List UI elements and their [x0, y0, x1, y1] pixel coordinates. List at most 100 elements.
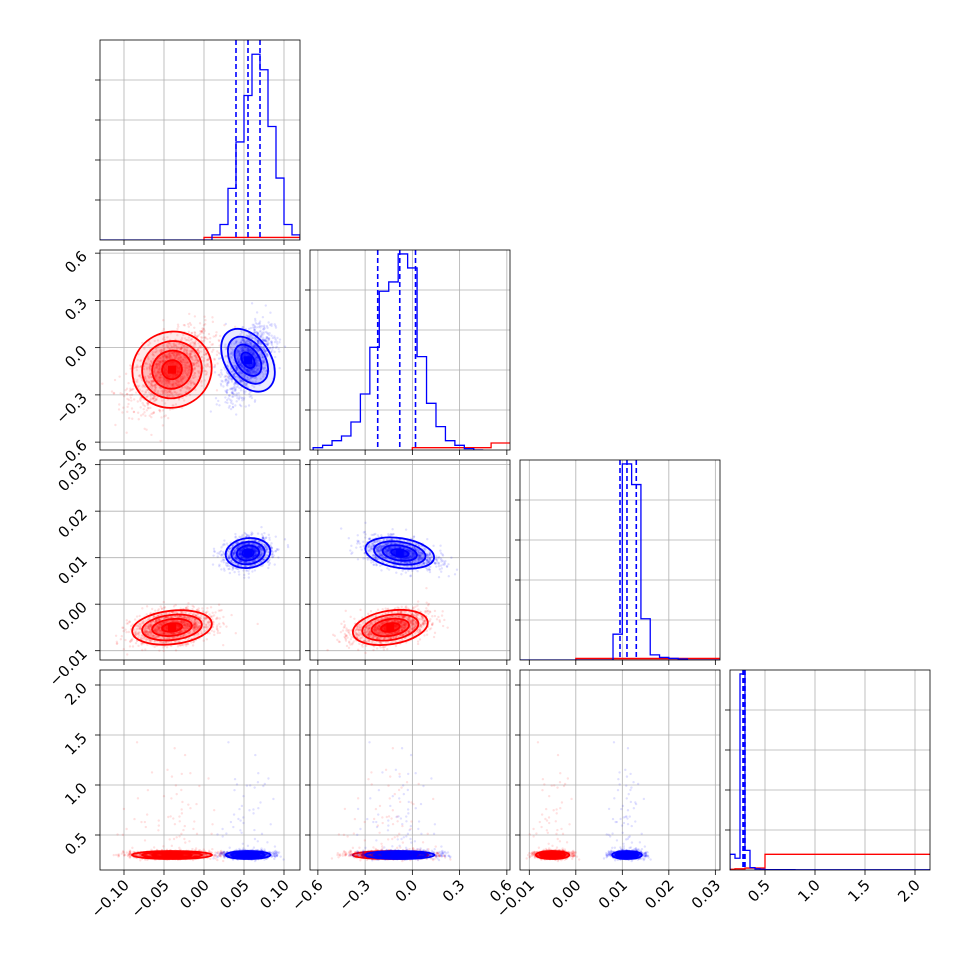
scatter-point — [245, 334, 248, 337]
scatter-point — [170, 384, 173, 387]
scatter-point — [262, 339, 266, 343]
scatter-point — [262, 328, 266, 331]
scatter-point — [206, 363, 210, 366]
scatter-point — [156, 360, 159, 363]
scatter-point — [233, 383, 236, 387]
scatter-point — [247, 378, 250, 382]
scatter-point — [153, 390, 157, 393]
scatter-point — [187, 336, 191, 339]
scatter-point — [164, 640, 167, 644]
scatter-point — [234, 364, 238, 368]
scatter-point — [241, 326, 244, 329]
scatter-point — [204, 336, 207, 339]
scatter-point — [193, 622, 197, 625]
scatter-point — [183, 611, 186, 615]
scatter-point — [200, 632, 204, 635]
scatter-point — [159, 349, 162, 352]
scatter-point — [213, 633, 216, 637]
scatter-point — [205, 363, 209, 366]
scatter-point — [164, 620, 168, 624]
scatter-point — [188, 339, 191, 342]
scatter-point — [265, 352, 268, 356]
scatter-point — [238, 403, 242, 407]
scatter-point — [159, 361, 162, 364]
scatter-point — [198, 322, 202, 325]
scatter-point — [125, 630, 128, 634]
scatter-point — [188, 625, 191, 628]
scatter-point — [170, 351, 174, 354]
scatter-point — [134, 630, 137, 633]
scatter-point — [183, 626, 187, 630]
scatter-point — [227, 377, 230, 380]
scatter-point — [183, 345, 186, 348]
scatter-point — [172, 605, 176, 608]
scatter-point — [240, 329, 243, 333]
scatter-point — [256, 340, 260, 343]
scatter-point — [143, 427, 146, 430]
scatter-point — [125, 387, 129, 390]
scatter-point — [260, 332, 263, 335]
scatter-point — [246, 341, 249, 344]
scatter-point — [202, 360, 205, 363]
scatter-point — [166, 380, 169, 383]
scatter-point — [263, 350, 267, 353]
scatter-point — [261, 375, 265, 378]
scatter-point — [226, 372, 229, 375]
scatter-point — [236, 385, 240, 388]
scatter-point — [247, 349, 250, 352]
scatter-point — [136, 411, 140, 414]
scatter-point — [185, 624, 189, 627]
scatter-point — [256, 622, 259, 626]
scatter-point — [213, 365, 216, 369]
scatter-point — [169, 390, 172, 394]
scatter-point — [154, 350, 158, 354]
scatter-point — [175, 391, 178, 395]
scatter-point — [186, 347, 189, 350]
scatter-point — [250, 341, 254, 345]
scatter-point — [197, 334, 200, 337]
scatter-point — [178, 643, 182, 647]
scatter-point — [264, 370, 267, 373]
scatter-point — [192, 342, 195, 345]
scatter-point — [234, 394, 237, 397]
scatter-point — [183, 622, 186, 625]
scatter-point — [246, 342, 249, 345]
scatter-point — [236, 349, 239, 352]
scatter-point — [186, 367, 189, 370]
scatter-point — [193, 341, 196, 344]
scatter-point — [162, 600, 165, 604]
scatter-point — [262, 338, 265, 341]
scatter-point — [247, 347, 250, 350]
scatter-point — [270, 324, 273, 328]
scatter-point — [203, 323, 207, 326]
scatter-point — [262, 359, 265, 363]
scatter-point — [177, 380, 181, 383]
scatter-point — [244, 345, 247, 349]
scatter-point — [149, 623, 152, 627]
scatter-point — [159, 622, 163, 626]
scatter-point — [182, 644, 185, 647]
scatter-point — [150, 416, 153, 419]
scatter-point — [193, 382, 196, 386]
scatter-point — [185, 349, 188, 352]
scatter-point — [255, 360, 258, 364]
scatter-point — [171, 619, 174, 622]
scatter-point — [159, 373, 162, 377]
scatter-point — [183, 366, 186, 369]
scatter-point — [193, 624, 196, 627]
scatter-point — [204, 353, 208, 356]
scatter-point — [240, 350, 243, 353]
scatter-point — [153, 369, 156, 373]
scatter-point — [219, 609, 222, 612]
scatter-point — [197, 615, 200, 619]
scatter-point — [230, 370, 234, 374]
scatter-point — [230, 352, 233, 355]
scatter-point — [179, 635, 183, 638]
scatter-point — [222, 385, 225, 388]
scatter-point — [121, 393, 124, 396]
scatter-point — [144, 627, 147, 631]
scatter-point — [180, 619, 184, 623]
scatter-point — [184, 606, 188, 610]
scatter-point — [239, 379, 242, 383]
scatter-point — [139, 625, 143, 628]
